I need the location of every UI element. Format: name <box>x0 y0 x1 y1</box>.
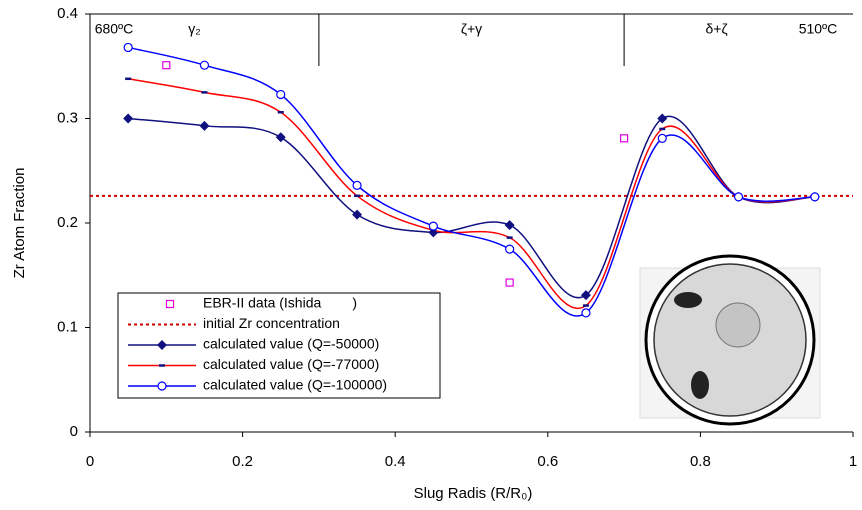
marker-square <box>165 299 175 309</box>
legend-label: calculated value (Q=-50000) <box>203 336 379 352</box>
x-tick-label: 0.6 <box>537 453 558 470</box>
marker-circle <box>276 89 286 100</box>
legend-item: initial Zr concentration <box>128 315 340 331</box>
legend-item: EBR-II data (Ishida ) <box>165 295 357 311</box>
marker-diamond <box>275 132 286 143</box>
marker-square <box>505 278 514 287</box>
x-axis-label: Slug Radis (R/R₀) <box>414 485 533 502</box>
series-line <box>127 46 815 317</box>
marker-diamond <box>657 113 668 124</box>
y-tick-label: 0.2 <box>57 214 78 231</box>
marker-circle <box>733 192 744 202</box>
micrograph-inset <box>639 254 821 426</box>
region-annotation: γ₂ <box>188 21 200 37</box>
x-tick-label: 0.2 <box>232 453 253 470</box>
legend-label: calculated value (Q=-100000) <box>203 377 387 393</box>
marker-circle <box>505 244 515 254</box>
y-tick-label: 0 <box>70 423 78 440</box>
legend-label: EBR-II data (Ishida ) <box>203 295 357 311</box>
legend-item: calculated value (Q=-50000) <box>128 336 379 352</box>
marker-circle <box>810 192 820 202</box>
marker-circle <box>157 381 167 391</box>
y-tick-label: 0.4 <box>57 5 78 22</box>
x-tick-label: 0 <box>86 453 94 470</box>
x-tick-label: 1 <box>849 453 857 470</box>
legend-label: initial Zr concentration <box>203 315 340 331</box>
marker-diamond <box>123 113 134 124</box>
marker-circle <box>428 221 438 231</box>
marker-circle <box>657 133 667 143</box>
marker-diamond <box>157 340 167 350</box>
series-line <box>128 78 815 310</box>
x-tick-label: 0.4 <box>385 453 406 470</box>
inset-defect <box>691 371 709 399</box>
marker-diamond <box>504 220 515 231</box>
legend-label: calculated value (Q=-77000) <box>203 356 379 372</box>
marker-circle <box>581 308 591 318</box>
x-tick-label: 0.8 <box>690 453 711 470</box>
marker-diamond <box>352 209 363 220</box>
inset-defect <box>674 292 702 308</box>
marker-circle <box>123 42 133 53</box>
inset-core <box>715 302 761 348</box>
region-annotation: δ+ζ <box>705 21 727 37</box>
marker-diamond <box>199 120 210 131</box>
marker-square <box>619 134 629 143</box>
region-annotation: ζ+γ <box>461 21 482 37</box>
legend-item: calculated value (Q=-100000) <box>128 377 387 393</box>
region-annotation: 680ºC <box>95 21 134 37</box>
marker-diamond <box>580 290 591 301</box>
marker-circle <box>352 180 362 190</box>
marker-square <box>162 61 171 70</box>
y-axis-label: Zr Atom Fraction <box>11 168 28 279</box>
marker-circle <box>199 60 210 70</box>
y-tick-label: 0.1 <box>57 318 78 335</box>
legend-item: calculated value (Q=-77000) <box>128 356 379 372</box>
region-annotation: 510ºC <box>799 21 838 37</box>
y-tick-label: 0.3 <box>57 109 78 126</box>
